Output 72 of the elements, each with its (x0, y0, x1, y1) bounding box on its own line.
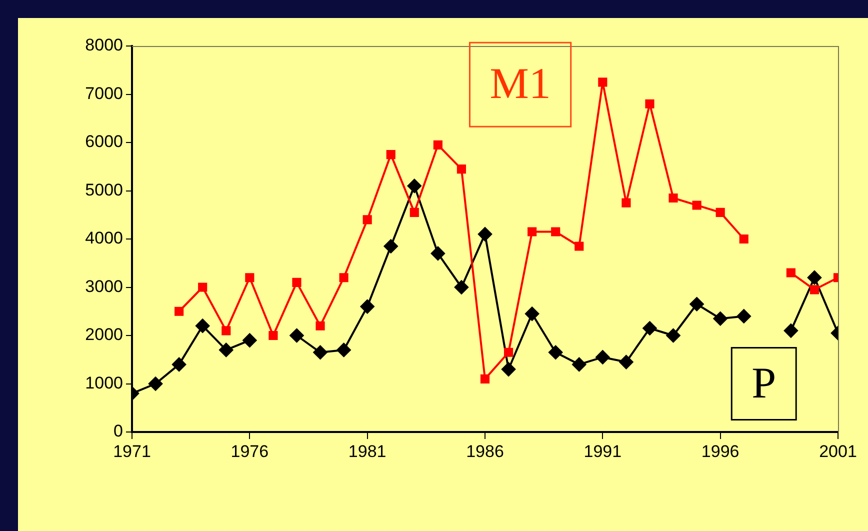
point (245, 273, 254, 282)
point (622, 198, 631, 208)
point (784, 324, 798, 338)
point (478, 227, 492, 242)
x-tick-label: 1981 (348, 442, 386, 461)
point (407, 178, 422, 193)
point (219, 342, 234, 357)
point (716, 208, 725, 217)
point (362, 215, 372, 224)
x-tick-label: 2001 (819, 442, 857, 461)
x-tick-label: 1991 (584, 442, 622, 461)
point (386, 150, 396, 160)
point (196, 318, 210, 333)
point (548, 345, 563, 360)
point (692, 200, 702, 210)
point (572, 357, 586, 372)
y-tick-label: 4000 (85, 228, 123, 248)
point (222, 326, 231, 336)
point (504, 348, 514, 357)
point (290, 328, 304, 342)
point (292, 278, 302, 287)
point (528, 227, 537, 236)
point (454, 280, 468, 294)
y-tick-label: 1000 (85, 373, 123, 392)
y-tick-label: 3000 (85, 276, 123, 296)
point (596, 350, 610, 364)
y-tick-label: 0 (114, 422, 123, 441)
point (242, 333, 257, 348)
point (410, 208, 419, 217)
x-tick-label: 1986 (466, 442, 504, 461)
point (433, 140, 442, 150)
x-tick-label: 1971 (113, 442, 151, 461)
point (384, 239, 398, 254)
point (619, 355, 634, 370)
series-label: M1 (490, 59, 551, 108)
x-tick-label: 1996 (701, 442, 740, 461)
point (525, 306, 540, 321)
series-label: P (752, 358, 776, 408)
point (807, 270, 822, 285)
point (551, 227, 560, 236)
point (736, 309, 751, 324)
y-tick-label: 7000 (85, 84, 123, 103)
point (690, 297, 704, 312)
point (174, 306, 184, 316)
point (430, 246, 445, 260)
point (336, 342, 351, 357)
point (502, 362, 516, 376)
point (360, 300, 374, 314)
point (172, 357, 186, 372)
point (456, 164, 466, 174)
point (313, 345, 328, 360)
point (810, 285, 819, 294)
point (645, 99, 654, 108)
y-tick-label: 8000 (85, 36, 123, 55)
point (642, 321, 657, 336)
point (339, 273, 348, 282)
point (198, 282, 208, 292)
point (268, 330, 278, 340)
y-tick-label: 6000 (85, 132, 123, 152)
point (668, 193, 678, 203)
point (574, 242, 584, 251)
point (148, 376, 163, 391)
point (316, 321, 325, 330)
point (713, 312, 728, 326)
y-tick-label: 5000 (85, 180, 123, 200)
y-tick-label: 2000 (85, 325, 123, 344)
point (598, 78, 608, 87)
point (786, 268, 796, 278)
point (480, 374, 490, 384)
x-tick-label: 1976 (230, 442, 269, 461)
point (739, 234, 748, 244)
point (666, 328, 680, 342)
